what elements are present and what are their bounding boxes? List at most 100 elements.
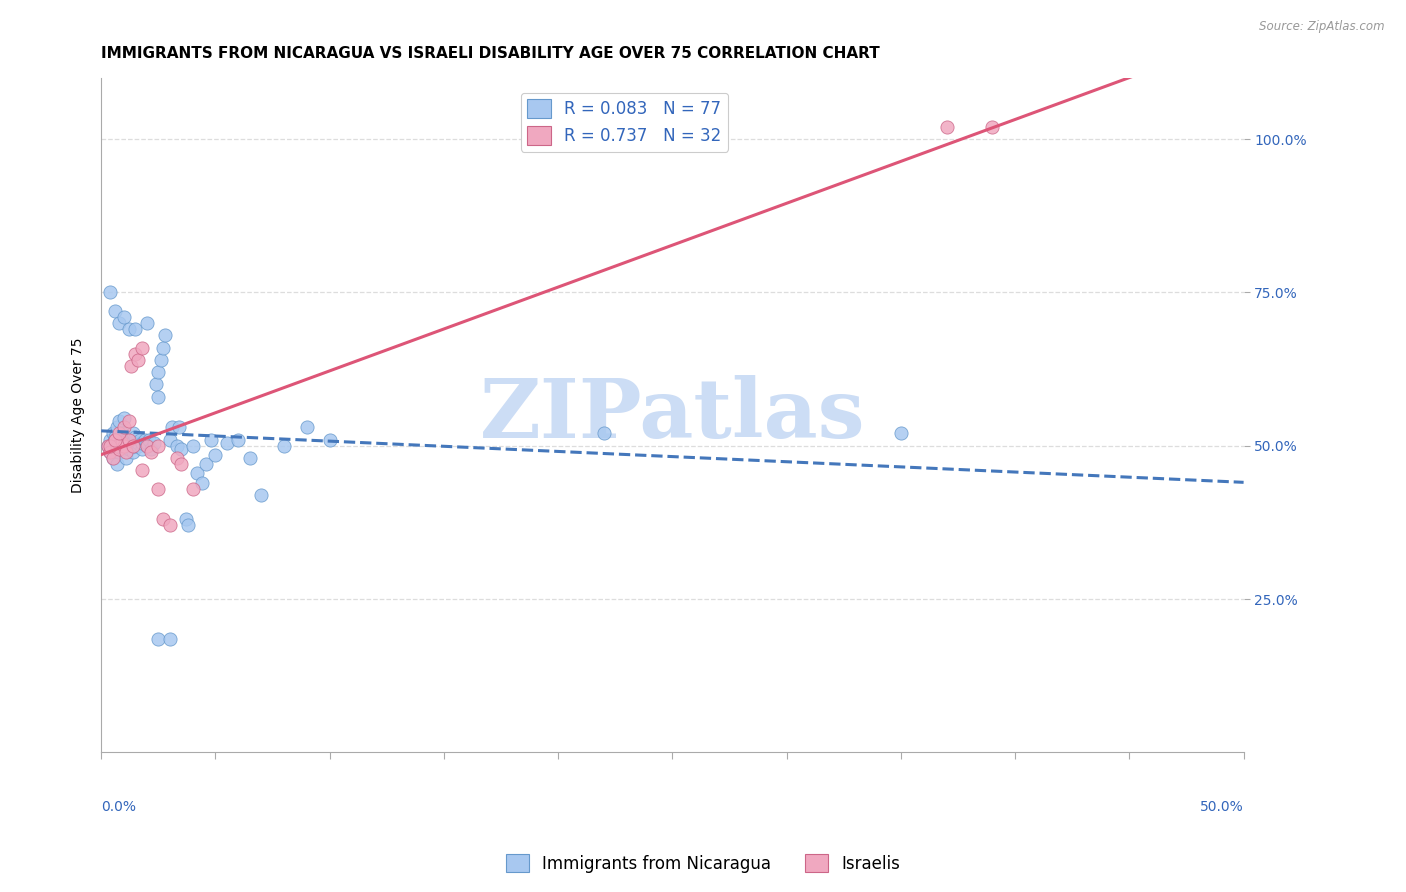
Point (108, 442, 131, 456)
Point (108, 316, 131, 330)
Point (117, 433, 139, 447)
Point (152, 512, 174, 526)
Point (124, 322, 146, 336)
Point (131, 442, 153, 456)
Point (145, 377, 167, 392)
Point (108, 439, 131, 453)
Point (127, 352, 149, 367)
Point (112, 411, 135, 425)
Point (170, 442, 193, 456)
Point (117, 322, 139, 336)
Text: 0.0%: 0.0% (101, 800, 136, 814)
Point (120, 359, 142, 373)
Point (104, 442, 127, 456)
Point (167, 420, 190, 434)
Point (204, 448, 226, 462)
Point (239, 450, 262, 465)
Point (141, 445, 163, 459)
Point (226, 433, 249, 447)
Point (159, 518, 181, 533)
Point (295, 420, 318, 434)
Point (170, 457, 193, 471)
Point (135, 435, 157, 450)
Point (101, 426, 124, 441)
Point (108, 445, 131, 459)
Point (122, 439, 145, 453)
Point (104, 303, 127, 318)
Text: Source: ZipAtlas.com: Source: ZipAtlas.com (1260, 20, 1385, 33)
Point (122, 426, 145, 441)
Point (135, 439, 157, 453)
Point (134, 433, 156, 447)
Point (142, 435, 165, 450)
Point (153, 328, 176, 343)
Point (273, 439, 295, 453)
Point (935, 120, 957, 134)
Point (101, 435, 124, 450)
Text: 50.0%: 50.0% (1199, 800, 1243, 814)
Point (181, 482, 204, 496)
Point (250, 488, 273, 502)
Point (195, 457, 218, 471)
Point (135, 316, 157, 330)
Point (159, 433, 181, 447)
Point (105, 433, 128, 447)
Point (101, 450, 124, 465)
Point (98, 285, 121, 300)
Point (124, 347, 146, 361)
Point (127, 435, 149, 450)
Point (148, 390, 170, 404)
Point (131, 435, 153, 450)
Point (105, 439, 128, 453)
Point (112, 420, 135, 434)
Point (981, 120, 1004, 134)
Point (117, 442, 139, 456)
Point (111, 435, 134, 450)
Legend: R = 0.083   N = 77, R = 0.737   N = 32: R = 0.083 N = 77, R = 0.737 N = 32 (520, 93, 728, 152)
Point (215, 435, 238, 450)
Point (152, 341, 174, 355)
Point (120, 433, 142, 447)
Point (124, 439, 146, 453)
Point (98, 445, 121, 459)
Point (104, 433, 127, 447)
Point (186, 467, 208, 481)
Point (160, 420, 183, 434)
Point (111, 435, 134, 450)
Point (97, 439, 120, 453)
Point (174, 512, 197, 526)
Point (98, 445, 121, 459)
Y-axis label: Disability Age Over 75: Disability Age Over 75 (72, 337, 86, 492)
Point (148, 365, 170, 379)
Point (112, 442, 135, 456)
Point (115, 445, 138, 459)
Point (148, 482, 170, 496)
Point (115, 433, 138, 447)
Point (112, 439, 135, 453)
Point (135, 439, 157, 453)
Point (148, 632, 170, 646)
Point (112, 433, 135, 447)
Point (129, 433, 152, 447)
Text: ZIPatlas: ZIPatlas (479, 375, 865, 455)
Point (131, 341, 153, 355)
Point (97, 439, 120, 453)
Point (190, 475, 212, 490)
Text: IMMIGRANTS FROM NICARAGUA VS ISRAELI DISABILITY AGE OVER 75 CORRELATION CHART: IMMIGRANTS FROM NICARAGUA VS ISRAELI DIS… (101, 46, 880, 62)
Point (149, 352, 172, 367)
Point (105, 420, 128, 434)
Point (101, 450, 124, 465)
Point (120, 435, 142, 450)
Point (890, 426, 912, 441)
Point (127, 439, 149, 453)
Point (115, 450, 138, 465)
Point (112, 310, 135, 324)
Point (105, 457, 128, 471)
Point (117, 414, 139, 428)
Point (177, 518, 200, 533)
Point (124, 429, 146, 443)
Point (98, 433, 121, 447)
Point (131, 463, 153, 477)
Point (592, 426, 614, 441)
Point (166, 439, 188, 453)
